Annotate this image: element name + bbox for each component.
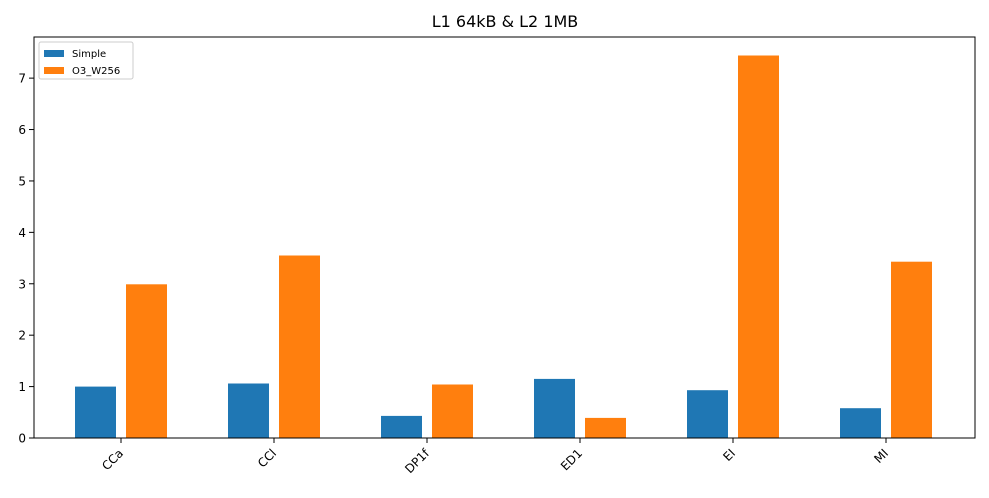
y-tick-label-0: 0 — [18, 432, 26, 446]
bar-mi-o3-w256 — [891, 261, 932, 438]
bar-ccl-o3-w256 — [279, 255, 320, 438]
x-tick-label-ei: EI — [720, 446, 738, 464]
x-tick-label-cca: CCa — [99, 446, 126, 473]
x-tick-label-dp1f: DP1f — [402, 446, 432, 476]
bar-mi-simple — [840, 408, 881, 438]
bar-ccl-simple — [228, 383, 269, 438]
x-tick-label-ccl: CCl — [255, 446, 279, 470]
legend-swatch-simple — [44, 50, 64, 57]
legend-label-o3-w256: O3_W256 — [72, 66, 120, 77]
x-tick-label-mi: MI — [871, 446, 891, 466]
bar-dp1f-simple — [381, 415, 422, 438]
bar-cca-o3-w256 — [126, 284, 167, 438]
legend-label-simple: Simple — [72, 49, 106, 60]
y-tick-label-7: 7 — [18, 72, 26, 86]
x-tick-label-ed1: ED1 — [558, 446, 585, 473]
bar-ed1-o3-w256 — [585, 417, 626, 438]
plot-area: 0 1 2 3 4 5 6 7 CCa CCl DP1f ED1 EI MI Simple O3_W256 — [18, 36, 976, 476]
bar-ei-simple — [687, 390, 728, 438]
bar-ed1-simple — [534, 378, 575, 438]
y-tick-label-4: 4 — [18, 226, 26, 240]
y-tick-label-2: 2 — [18, 329, 26, 343]
y-tick-label-1: 1 — [18, 380, 26, 394]
plot-frame — [33, 36, 976, 439]
bar-ei-o3-w256 — [738, 55, 779, 438]
y-tick-label-3: 3 — [18, 277, 26, 291]
bar-cca-simple — [75, 386, 116, 438]
y-tick-label-5: 5 — [18, 174, 26, 188]
y-tick-label-6: 6 — [18, 123, 26, 137]
legend-swatch-o3-w256 — [44, 67, 64, 74]
chart-title: L1 64kB & L2 1MB — [432, 12, 579, 31]
bar-dp1f-o3-w256 — [432, 384, 473, 438]
